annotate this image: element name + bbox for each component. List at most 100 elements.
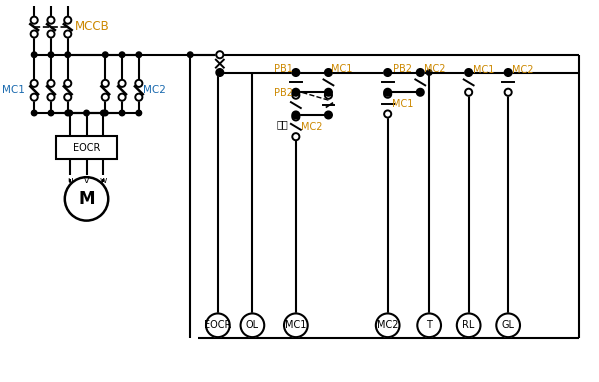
Circle shape <box>385 70 391 75</box>
Circle shape <box>417 69 424 76</box>
Text: PB1: PB1 <box>274 65 293 74</box>
Circle shape <box>65 52 71 58</box>
Circle shape <box>136 52 141 58</box>
Circle shape <box>292 69 300 76</box>
Circle shape <box>65 110 71 116</box>
Text: PB2: PB2 <box>392 65 412 74</box>
Text: MCCB: MCCB <box>75 19 110 32</box>
Text: MC1: MC1 <box>2 85 25 95</box>
Circle shape <box>64 80 71 87</box>
Circle shape <box>292 89 300 96</box>
Text: MC2: MC2 <box>512 65 534 76</box>
Text: PB2: PB2 <box>274 88 293 98</box>
Text: OL: OL <box>246 320 259 330</box>
Circle shape <box>64 16 71 24</box>
Text: GL: GL <box>501 320 515 330</box>
Circle shape <box>293 89 299 95</box>
Circle shape <box>119 94 126 101</box>
Circle shape <box>31 31 38 37</box>
Circle shape <box>65 177 108 221</box>
Circle shape <box>426 70 432 75</box>
Circle shape <box>504 89 512 96</box>
Circle shape <box>102 94 109 101</box>
Text: MC1: MC1 <box>473 65 494 76</box>
Circle shape <box>31 94 38 101</box>
Circle shape <box>48 52 54 58</box>
Circle shape <box>216 69 223 76</box>
Circle shape <box>31 52 37 58</box>
Text: MC2: MC2 <box>143 85 166 95</box>
Circle shape <box>325 89 332 96</box>
Circle shape <box>119 110 125 116</box>
Circle shape <box>418 89 423 95</box>
Circle shape <box>135 80 143 87</box>
Circle shape <box>418 314 441 337</box>
Circle shape <box>119 52 125 58</box>
Text: MC1: MC1 <box>392 99 413 109</box>
Circle shape <box>417 89 424 96</box>
Circle shape <box>119 80 126 87</box>
Circle shape <box>187 52 193 58</box>
Circle shape <box>293 112 299 118</box>
Circle shape <box>465 69 472 76</box>
Circle shape <box>326 70 331 75</box>
Circle shape <box>48 110 54 116</box>
Circle shape <box>31 80 38 87</box>
Circle shape <box>206 314 229 337</box>
Circle shape <box>47 80 55 87</box>
Circle shape <box>102 110 108 116</box>
Circle shape <box>47 31 55 37</box>
Circle shape <box>67 110 72 116</box>
Text: MC2: MC2 <box>301 122 322 132</box>
Text: 연동: 연동 <box>276 119 288 129</box>
Text: MC2: MC2 <box>377 320 398 330</box>
Circle shape <box>325 69 332 76</box>
Text: MC2: MC2 <box>424 65 446 74</box>
Circle shape <box>216 51 223 58</box>
Circle shape <box>47 94 55 101</box>
Text: v: v <box>84 176 89 185</box>
Circle shape <box>325 112 332 118</box>
Text: u: u <box>67 176 72 185</box>
Text: T: T <box>426 320 432 330</box>
FancyBboxPatch shape <box>56 136 117 159</box>
Circle shape <box>326 89 331 95</box>
Circle shape <box>376 314 400 337</box>
Circle shape <box>418 70 423 75</box>
Circle shape <box>136 110 141 116</box>
Text: w: w <box>99 176 107 185</box>
Circle shape <box>31 16 38 24</box>
Circle shape <box>64 31 71 37</box>
Circle shape <box>135 94 143 101</box>
Text: MC1: MC1 <box>331 65 353 74</box>
Circle shape <box>217 70 223 75</box>
Circle shape <box>293 70 299 75</box>
Circle shape <box>64 94 71 101</box>
Text: RL: RL <box>462 320 475 330</box>
Text: EOCR: EOCR <box>73 142 100 152</box>
Circle shape <box>84 110 89 116</box>
Text: MC1: MC1 <box>285 320 307 330</box>
Circle shape <box>384 89 391 96</box>
Circle shape <box>47 16 55 24</box>
Circle shape <box>101 110 106 116</box>
Circle shape <box>292 113 300 120</box>
Circle shape <box>385 89 391 95</box>
Circle shape <box>31 110 37 116</box>
Circle shape <box>384 69 391 76</box>
Circle shape <box>241 314 264 337</box>
Circle shape <box>466 70 471 75</box>
Circle shape <box>326 112 331 118</box>
Circle shape <box>102 52 108 58</box>
Text: EOCR: EOCR <box>204 320 232 330</box>
Circle shape <box>284 314 308 337</box>
Circle shape <box>102 80 109 87</box>
Circle shape <box>465 89 472 96</box>
Circle shape <box>292 92 300 99</box>
Circle shape <box>504 69 512 76</box>
Text: M: M <box>78 190 95 208</box>
Circle shape <box>497 314 520 337</box>
Circle shape <box>384 110 391 118</box>
Circle shape <box>325 92 332 99</box>
Circle shape <box>506 70 511 75</box>
